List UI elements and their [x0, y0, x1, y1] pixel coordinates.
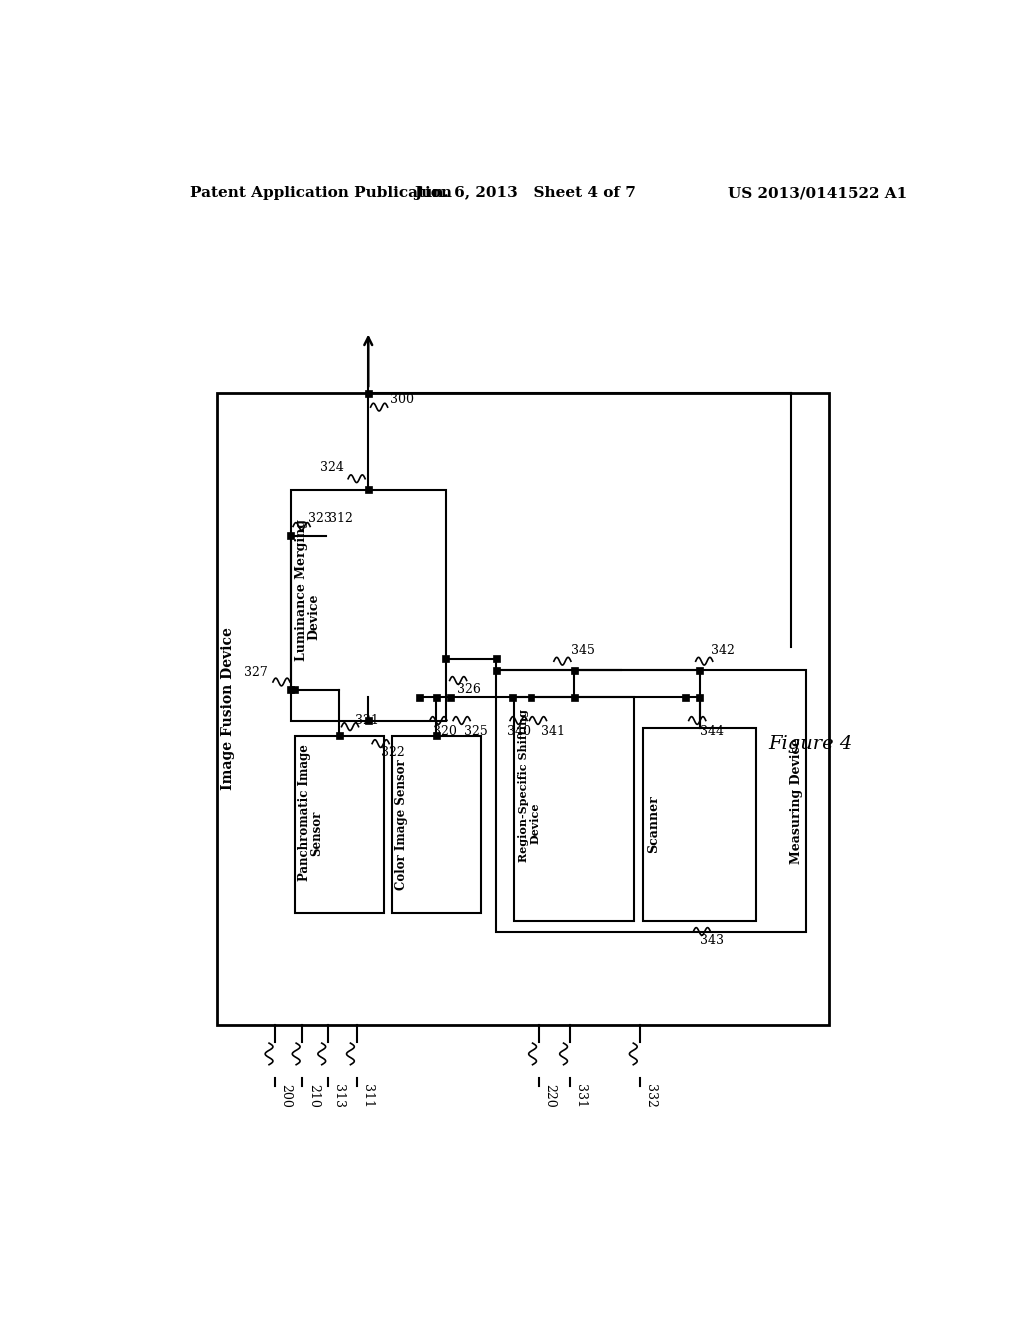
Text: Scanner: Scanner [647, 796, 659, 853]
Text: 340: 340 [507, 725, 530, 738]
Bar [493, 667, 500, 675]
Bar [336, 733, 343, 739]
Bar [527, 694, 535, 701]
Bar [570, 667, 578, 675]
Text: 327: 327 [244, 667, 267, 680]
Bar [442, 656, 450, 663]
Text: 341: 341 [541, 725, 564, 738]
Bar [509, 694, 516, 701]
Text: 345: 345 [571, 644, 595, 657]
Text: 331: 331 [574, 1084, 587, 1107]
Text: Measuring Device: Measuring Device [791, 738, 803, 865]
Bar [496, 671, 806, 932]
Bar [570, 694, 578, 701]
Bar [288, 686, 294, 693]
Text: 311: 311 [361, 1084, 374, 1107]
Bar [682, 694, 689, 701]
Text: 322: 322 [381, 746, 404, 759]
Text: Device: Device [307, 593, 321, 640]
Text: 343: 343 [700, 935, 724, 948]
Text: US 2013/0141522 A1: US 2013/0141522 A1 [728, 186, 907, 201]
Bar [365, 389, 372, 397]
Bar [643, 729, 756, 921]
Bar [493, 656, 500, 663]
Bar [696, 667, 703, 675]
Bar [295, 737, 384, 913]
Text: 324: 324 [319, 462, 344, 474]
Text: 300: 300 [390, 393, 415, 407]
Bar [514, 697, 634, 921]
Text: Device: Device [529, 803, 541, 843]
Text: 344: 344 [700, 725, 724, 738]
Text: 320: 320 [433, 725, 458, 738]
Text: 312: 312 [329, 512, 353, 525]
Text: 220: 220 [543, 1084, 556, 1107]
Text: Color Image Sensor: Color Image Sensor [395, 759, 409, 890]
Bar [432, 733, 439, 739]
Text: Image Fusion Device: Image Fusion Device [221, 627, 234, 791]
Text: Region-Specific Shifting: Region-Specific Shifting [518, 709, 528, 862]
Bar [416, 694, 423, 701]
Bar [291, 686, 298, 693]
Text: Figure 4: Figure 4 [768, 735, 852, 752]
Text: 313: 313 [333, 1084, 345, 1107]
Bar [365, 717, 372, 723]
Text: 332: 332 [644, 1084, 656, 1107]
Text: 325: 325 [465, 725, 488, 738]
Bar [217, 393, 829, 1024]
Text: 210: 210 [307, 1084, 319, 1107]
Text: 200: 200 [280, 1084, 293, 1107]
Text: 323: 323 [308, 512, 332, 525]
Bar [446, 694, 454, 701]
Bar [696, 694, 703, 701]
Text: Luminance Merging: Luminance Merging [295, 519, 308, 660]
Bar [365, 486, 372, 492]
Text: Patent Application Publication: Patent Application Publication [190, 186, 452, 201]
Bar [432, 694, 439, 701]
Text: Sensor: Sensor [310, 810, 323, 857]
Text: 326: 326 [457, 684, 481, 696]
Text: Panchromatic Image: Panchromatic Image [298, 744, 311, 882]
Bar [391, 737, 480, 913]
Text: 342: 342 [711, 644, 735, 657]
Text: Jun. 6, 2013   Sheet 4 of 7: Jun. 6, 2013 Sheet 4 of 7 [414, 186, 636, 201]
Bar [288, 532, 294, 539]
Text: 321: 321 [355, 714, 379, 727]
Bar [291, 490, 445, 721]
